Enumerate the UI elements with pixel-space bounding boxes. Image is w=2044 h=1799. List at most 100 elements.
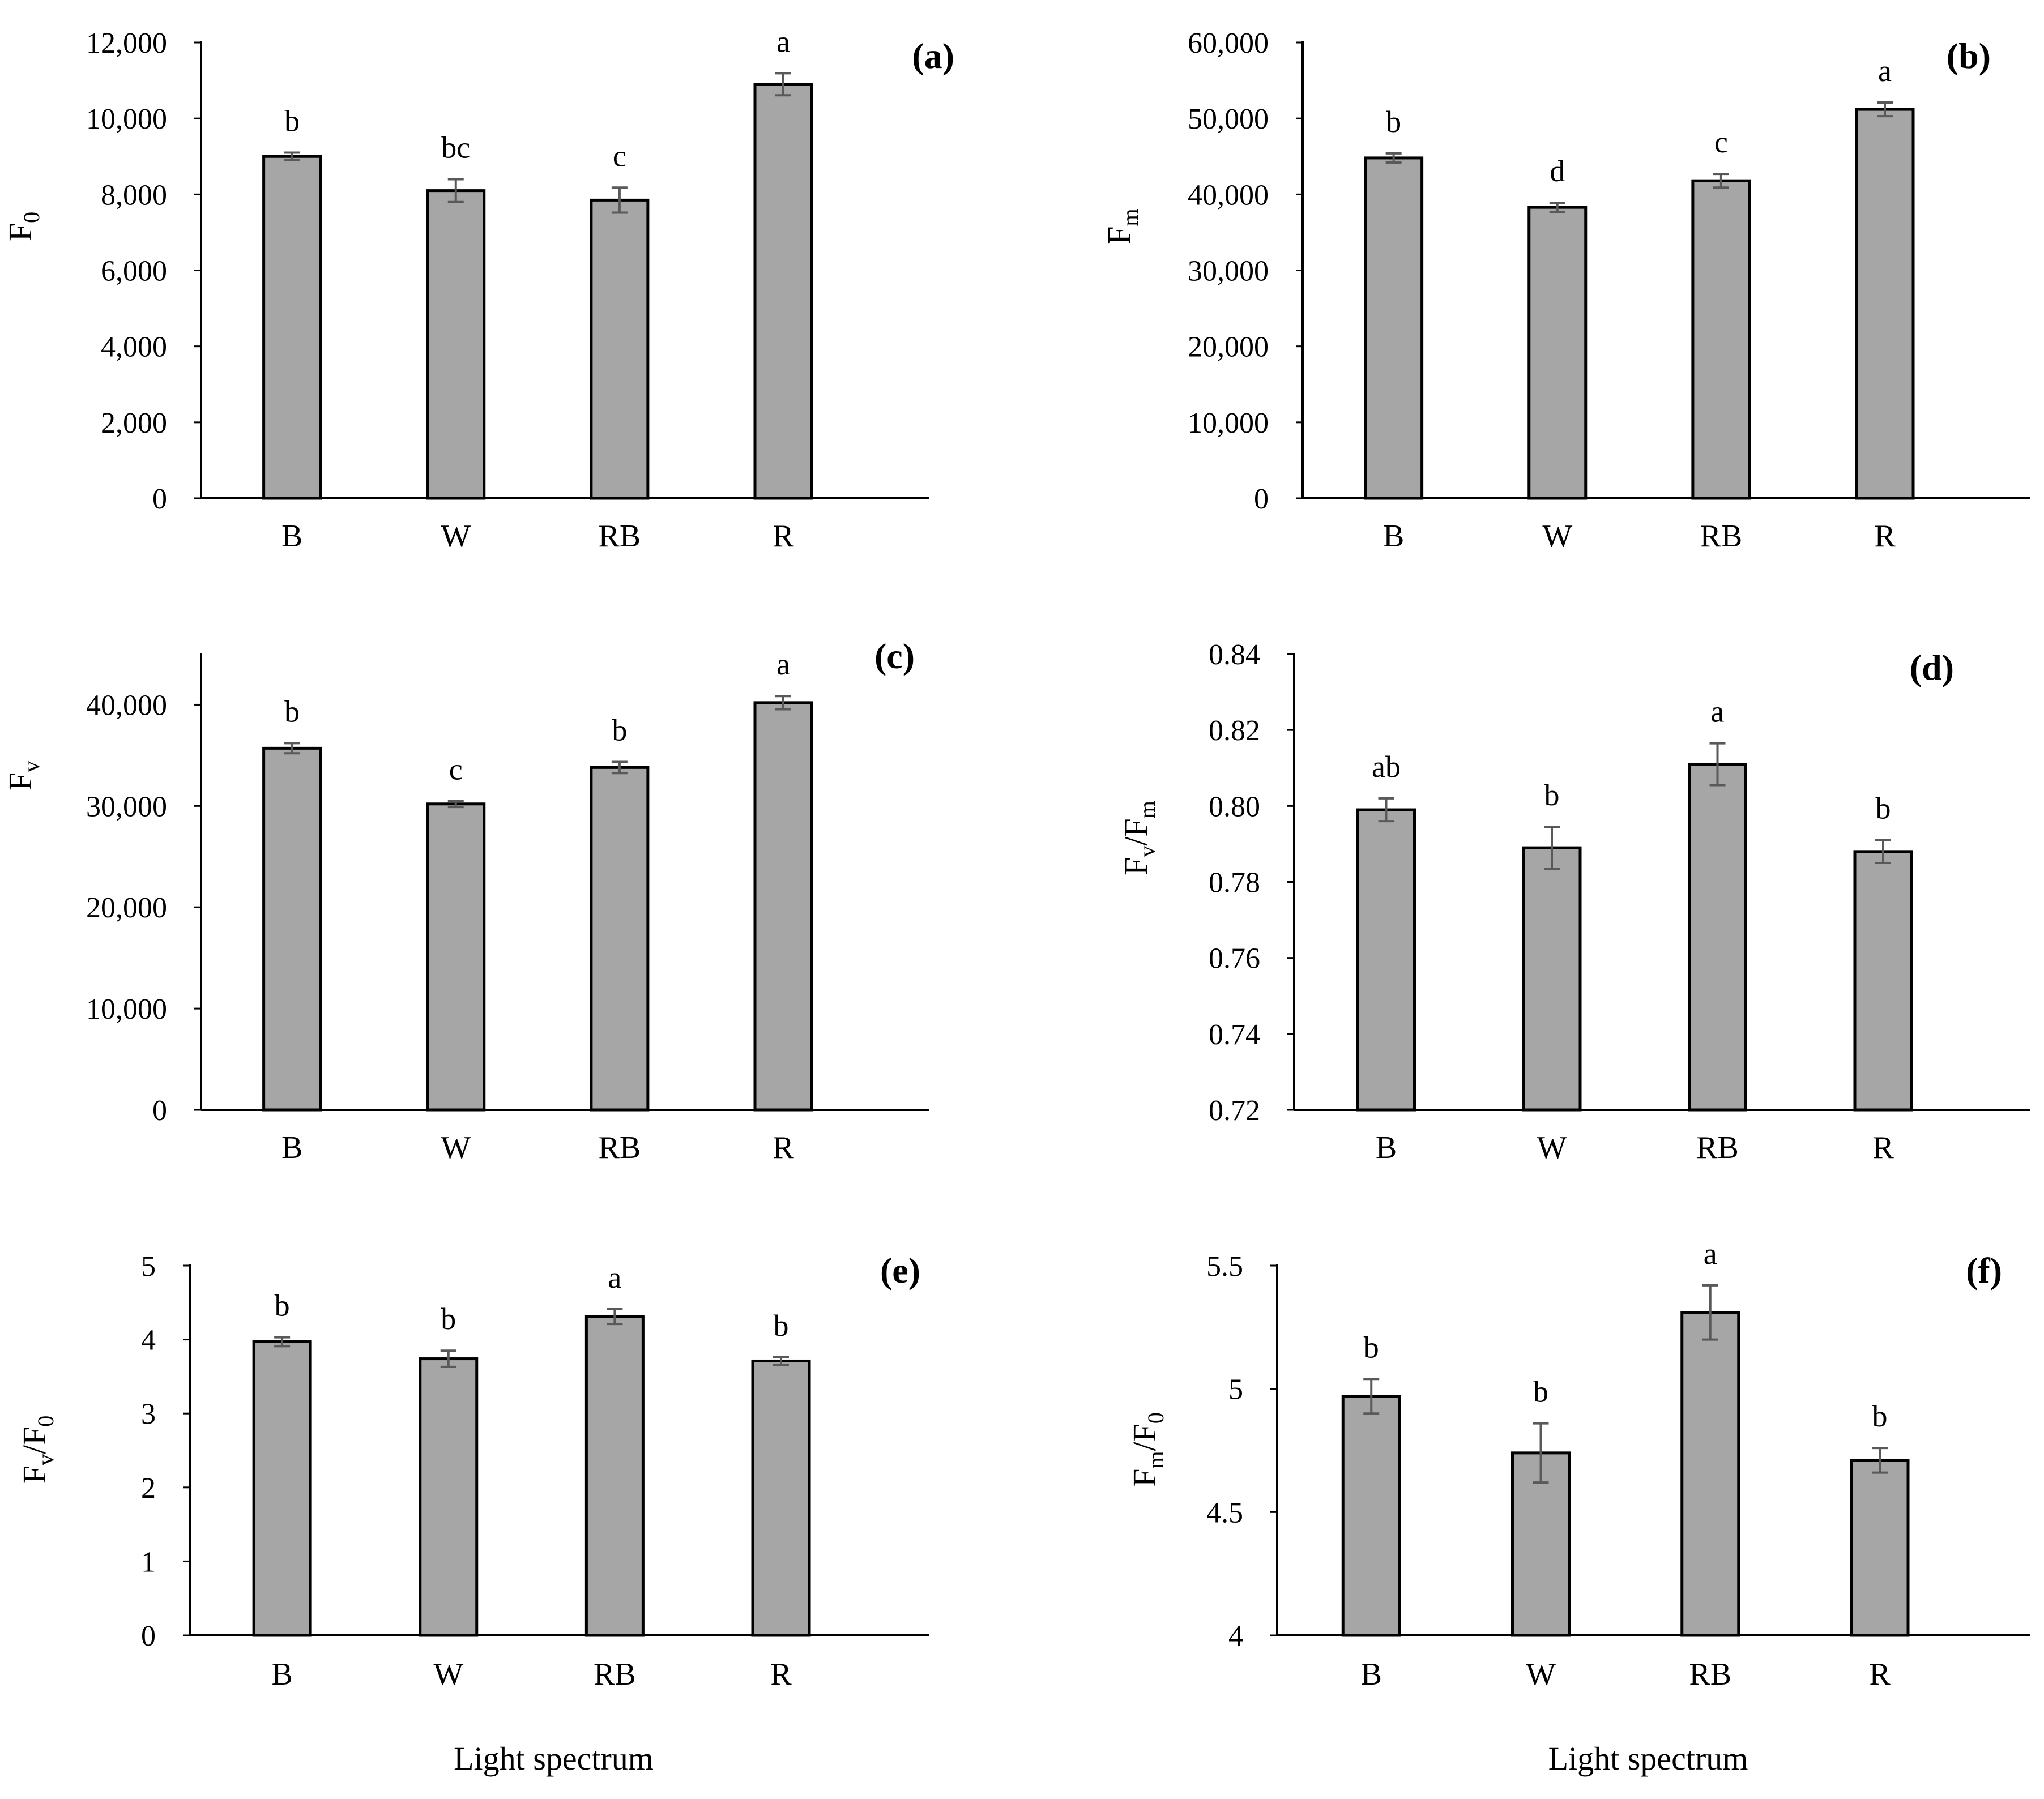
bar-R	[1855, 108, 1915, 500]
y-tick-label: 50,000	[1188, 103, 1269, 135]
y-tick-label: 5	[141, 1250, 156, 1283]
panel-b: 0 10,000 20,000 30,000 40,000 50,000 60,000 b Bd…	[1100, 27, 2030, 554]
y-axis-label: F0	[2, 212, 44, 241]
significance-letter: b	[774, 1309, 789, 1343]
bar-R	[1850, 1459, 1910, 1637]
y-axis-label: Fm/F0	[1126, 1412, 1168, 1487]
y-tick-label: 2,000	[101, 407, 167, 439]
bar-W	[419, 1357, 479, 1637]
y-tick-label: 0	[1254, 483, 1269, 515]
y-tick-label: 0.74	[1209, 1019, 1260, 1051]
y-tick-label: 4,000	[101, 331, 167, 364]
y-tick-label: 2	[141, 1472, 156, 1505]
significance-letter: d	[1550, 154, 1565, 188]
bar-R	[1853, 850, 1913, 1112]
y-tick-label: 60,000	[1188, 27, 1269, 59]
y-tick-label: 10,000	[86, 993, 167, 1025]
panel-label: (d)	[1910, 647, 1954, 687]
significance-letter: a	[1704, 1237, 1717, 1271]
x-axis-title: Light spectrum	[454, 1740, 654, 1777]
bar-B	[252, 1340, 312, 1637]
significance-letter: a	[1711, 695, 1725, 729]
panel-label: (f)	[1966, 1250, 2002, 1291]
significance-letter: c	[1714, 125, 1728, 159]
bar-RB	[1688, 763, 1747, 1112]
y-axis-label: Fv/F0	[16, 1416, 58, 1484]
y-tick-label: 1	[141, 1546, 156, 1578]
significance-letter: b	[1386, 105, 1401, 139]
panel-label: (e)	[880, 1250, 920, 1291]
bar-RB	[590, 198, 650, 500]
y-tick-label: 30,000	[86, 790, 167, 823]
y-tick-label: 0.72	[1209, 1095, 1260, 1127]
category-label: W	[1542, 519, 1572, 554]
y-tick-label: 20,000	[86, 892, 167, 924]
y-tick-label: 0.82	[1209, 715, 1260, 747]
y-tick-label: 5.5	[1206, 1250, 1243, 1283]
bar-B	[1364, 156, 1424, 500]
y-tick-label: 10,000	[86, 103, 167, 135]
bar-RB	[1680, 1311, 1740, 1637]
significance-letter: c	[449, 752, 463, 786]
category-label: B	[1383, 519, 1404, 554]
y-tick-label: 0	[152, 483, 167, 515]
panel-f: 4 4.5 5 5.5 b Bb Wa RB b R (f) Fm/F0 Light spectrum	[1126, 1237, 2030, 1777]
panel-c: 0 10,000 20,000 30,000 40,000 b Bc Wb RB a R (c) Fv	[2, 636, 929, 1165]
y-tick-label: 5	[1228, 1374, 1243, 1406]
y-tick-label: 40,000	[86, 689, 167, 721]
category-label: RB	[1700, 519, 1743, 554]
category-label: RB	[1696, 1130, 1739, 1165]
significance-letter: c	[613, 139, 626, 173]
y-tick-label: 6,000	[101, 255, 167, 288]
y-tick-label: 20,000	[1188, 331, 1269, 364]
category-label: R	[770, 1657, 792, 1692]
x-axis-title: Light spectrum	[1548, 1740, 1748, 1777]
y-tick-label: 8,000	[101, 179, 167, 211]
bar-W	[426, 802, 486, 1112]
significance-letter: a	[1878, 54, 1892, 88]
y-tick-label: 0.84	[1209, 639, 1260, 671]
significance-letter: bc	[441, 131, 470, 165]
category-label: RB	[599, 519, 641, 554]
y-tick-label: 4	[1228, 1620, 1243, 1652]
significance-letter: a	[776, 24, 790, 58]
bar-R	[753, 701, 813, 1112]
y-tick-label: 0.80	[1209, 790, 1260, 823]
y-tick-label: 0	[152, 1095, 167, 1127]
panel-a: 0 2,000 4,000 6,000 8,000 10,000 12,000 b Bbc Wc R…	[2, 24, 954, 554]
y-tick-label: 0	[141, 1620, 156, 1652]
category-label: R	[773, 1130, 794, 1165]
category-label: W	[1526, 1657, 1556, 1692]
category-label: B	[1361, 1657, 1382, 1692]
panel-label: (a)	[912, 36, 954, 76]
y-tick-label: 3	[141, 1398, 156, 1430]
y-tick-label: 10,000	[1188, 407, 1269, 439]
panel-label: (b)	[1947, 36, 1991, 76]
significance-letter: b	[1876, 792, 1891, 826]
category-label: W	[441, 519, 471, 554]
category-label: RB	[599, 1130, 641, 1165]
category-label: RB	[594, 1657, 636, 1692]
y-tick-label: 12,000	[86, 27, 167, 59]
category-label: R	[1872, 1130, 1894, 1165]
bar-RB	[584, 1315, 645, 1637]
bar-B	[262, 746, 322, 1112]
category-label: R	[1869, 1657, 1891, 1692]
significance-letter: ab	[1372, 750, 1401, 784]
bar-RB	[1691, 179, 1751, 500]
bar-RB	[590, 766, 650, 1112]
y-axis-label: Fv	[2, 761, 44, 790]
panel-label: (c)	[874, 636, 915, 676]
y-tick-label: 30,000	[1188, 255, 1269, 288]
bar-R	[751, 1359, 811, 1637]
category-label: B	[271, 1657, 292, 1692]
significance-letter: b	[284, 694, 300, 728]
category-label: B	[281, 519, 302, 554]
category-label: B	[281, 1130, 302, 1165]
y-tick-label: 0.78	[1209, 867, 1260, 899]
bar-W	[426, 189, 486, 500]
category-label: RB	[1689, 1657, 1731, 1692]
panel-e: 0 1 2 3 4 5 b Bb Wa RB b R (e) Fv/F0 Light spectrum	[16, 1250, 929, 1777]
significance-letter: b	[275, 1289, 290, 1323]
